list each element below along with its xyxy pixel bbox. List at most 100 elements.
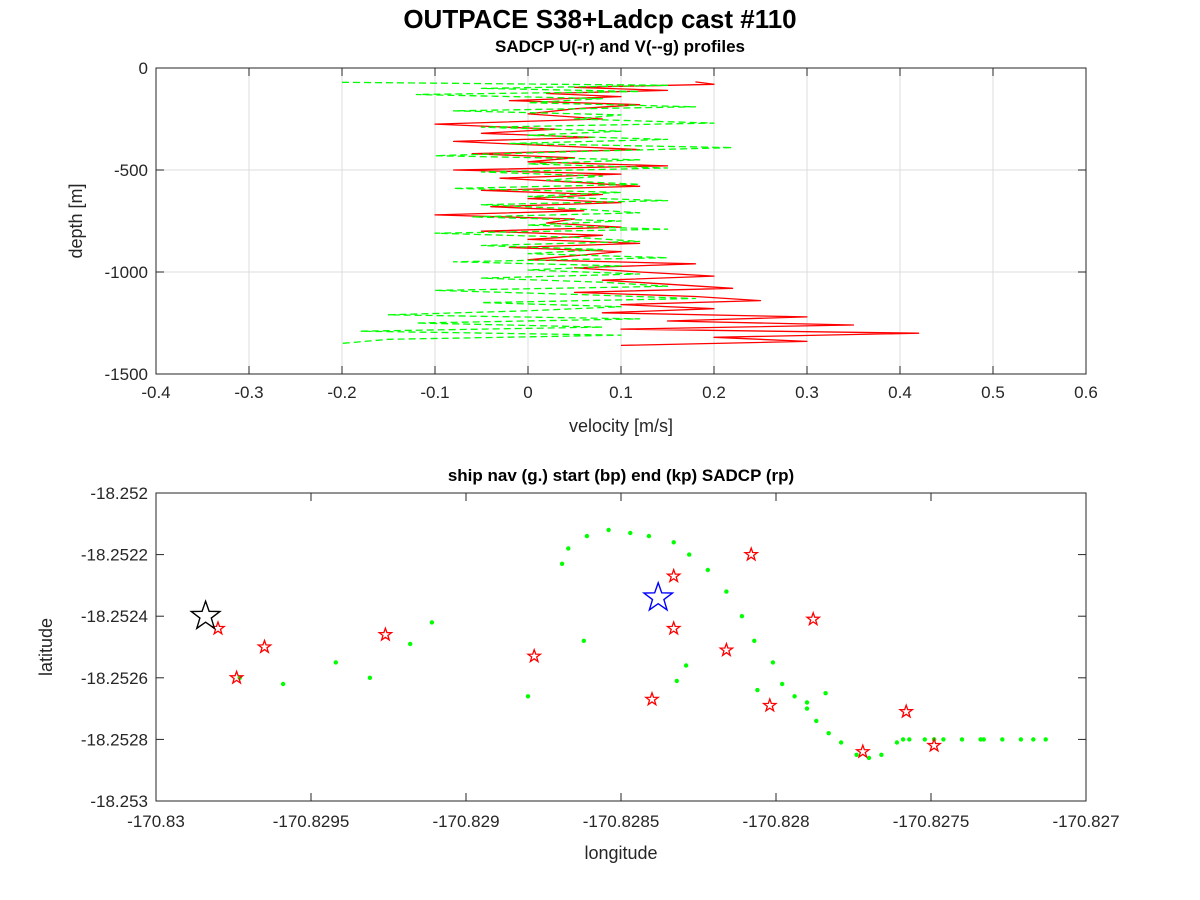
ship-nav-point: [804, 700, 810, 705]
ship-nav-point: [752, 638, 757, 643]
ship-nav-ytick-label: -18.2526: [81, 669, 148, 688]
ship-nav-xlabel: longitude: [584, 843, 657, 863]
start-position-star: [641, 580, 675, 612]
velocity-profile-axes: SADCP U(-r) and V(--g) profiles -0.4 -0.3…: [66, 37, 1098, 436]
ship-nav-point: [739, 614, 745, 619]
velocity-xtick-label: -0.2: [327, 383, 356, 402]
ship-nav-point: [823, 691, 828, 696]
velocity-xtick-label: -0.3: [234, 383, 263, 402]
u-velocity-profile-line: [434, 81, 920, 347]
ship-nav-point: [606, 527, 611, 533]
sadcp-star-marker: [665, 567, 682, 584]
ship-nav-point: [981, 737, 986, 742]
ship-nav-ytick-label: -18.2522: [81, 546, 148, 565]
ship-nav-xtick-label: -170.8275: [893, 812, 970, 831]
velocity-xtick-label: -0.1: [420, 383, 449, 402]
ship-nav-point: [959, 737, 965, 742]
sadcp-star-marker: [805, 610, 822, 627]
sadcp-star-marker: [643, 690, 661, 707]
ship-nav-point: [814, 718, 819, 724]
ship-nav-point: [826, 731, 831, 736]
ship-nav-point: [838, 740, 844, 745]
ship-nav-xtick-label: -170.827: [1052, 812, 1119, 831]
v-velocity-profile-line: [341, 81, 734, 345]
velocity-xlabel: velocity [m/s]: [569, 416, 673, 436]
ship-nav-point: [566, 546, 571, 551]
ship-nav-point: [683, 663, 689, 668]
ship-nav-xtick-label: -170.8295: [273, 812, 350, 831]
sadcp-star-marker: [761, 697, 778, 713]
ship-nav-track: [237, 527, 1048, 761]
ship-nav-point: [866, 755, 872, 761]
sadcp-star-marker: [926, 737, 943, 753]
velocity-xtick-label: 0.4: [888, 383, 912, 402]
velocity-series: [341, 81, 920, 347]
sadcp-star-marker: [526, 647, 543, 664]
sadcp-star-marker: [256, 638, 273, 654]
ship-nav-xtick-label: -170.8285: [583, 812, 660, 831]
ship-nav-xtick-label: -170.828: [742, 812, 809, 831]
ship-nav-title: ship nav (g.) start (bp) end (kp) SADCP …: [448, 466, 794, 485]
ship-nav-xtick-label: -170.83: [127, 812, 185, 831]
velocity-ytick-label: 0: [139, 59, 148, 78]
ship-nav-ytick-label: -18.2528: [81, 730, 148, 749]
end-position-star: [189, 599, 222, 631]
ship-nav-ytick-label: -18.252: [90, 484, 148, 503]
ship-nav-point: [674, 678, 679, 684]
velocity-ytick-label: -1500: [105, 365, 148, 384]
velocity-ylabel: depth [m]: [66, 183, 86, 258]
sadcp-star-marker: [743, 546, 760, 562]
ship-nav-axes: ship nav (g.) start (bp) end (kp) SADCP …: [36, 466, 1120, 863]
ship-nav-point: [367, 675, 373, 680]
ship-nav-plot-area: [156, 493, 1086, 801]
ship-nav-ytick-label: -18.2524: [81, 607, 148, 626]
ship-nav-xtick-label: -170.829: [432, 812, 499, 831]
ship-nav-point: [1031, 737, 1036, 742]
velocity-xtick-label: 0.5: [981, 383, 1005, 402]
ship-nav-point: [1018, 737, 1024, 742]
ship-nav-ticks: -170.83 -170.8295 -170.829 -170.8285 -170.82…: [81, 484, 1120, 831]
velocity-xtick-label: 0.3: [795, 383, 819, 402]
ship-nav-point: [333, 660, 338, 665]
ship-nav-point: [429, 620, 435, 625]
ship-nav-point: [705, 567, 710, 573]
start-end-markers: [189, 580, 675, 631]
ship-nav-point: [628, 530, 633, 536]
sadcp-star-marker: [898, 703, 915, 719]
ship-nav-ylabel: latitude: [36, 618, 56, 676]
ship-nav-point: [792, 694, 797, 699]
ship-nav-point: [581, 638, 586, 643]
velocity-xtick-label: -0.4: [141, 383, 170, 402]
ship-nav-point: [780, 681, 785, 687]
ship-nav-point: [922, 737, 927, 742]
ship-nav-point: [1000, 737, 1005, 742]
sadcp-star-marker: [377, 626, 394, 642]
ship-nav-point: [755, 687, 760, 693]
ship-nav-point: [525, 694, 531, 699]
ship-nav-point: [724, 589, 729, 594]
velocity-xtick-label: 0.2: [702, 383, 726, 402]
sadcp-star-marker: [718, 641, 735, 657]
ship-nav-point: [879, 752, 884, 757]
ship-nav-point: [559, 561, 565, 566]
velocity-xtick-label: 0: [523, 383, 532, 402]
ship-nav-point: [671, 540, 676, 545]
ship-nav-point: [408, 641, 413, 647]
velocity-xtick-label: 0.1: [609, 383, 633, 402]
ship-nav-point: [280, 681, 286, 687]
ship-nav-point: [770, 660, 776, 665]
figure-title: OUTPACE S38+Ladcp cast #110: [403, 4, 796, 34]
ship-nav-point: [894, 740, 900, 745]
sadcp-star-marker: [665, 620, 682, 636]
sadcp-markers: [209, 546, 943, 759]
ship-nav-point: [978, 737, 983, 742]
velocity-profile-title: SADCP U(-r) and V(--g) profiles: [495, 37, 745, 56]
ship-nav-point: [687, 552, 692, 557]
ship-nav-point: [854, 752, 859, 757]
ship-nav-point: [907, 737, 912, 742]
velocity-ytick-label: -500: [114, 161, 148, 180]
ship-nav-point: [900, 737, 906, 742]
ship-nav-ytick-label: -18.253: [90, 792, 148, 811]
velocity-ytick-label: -1000: [105, 263, 148, 282]
